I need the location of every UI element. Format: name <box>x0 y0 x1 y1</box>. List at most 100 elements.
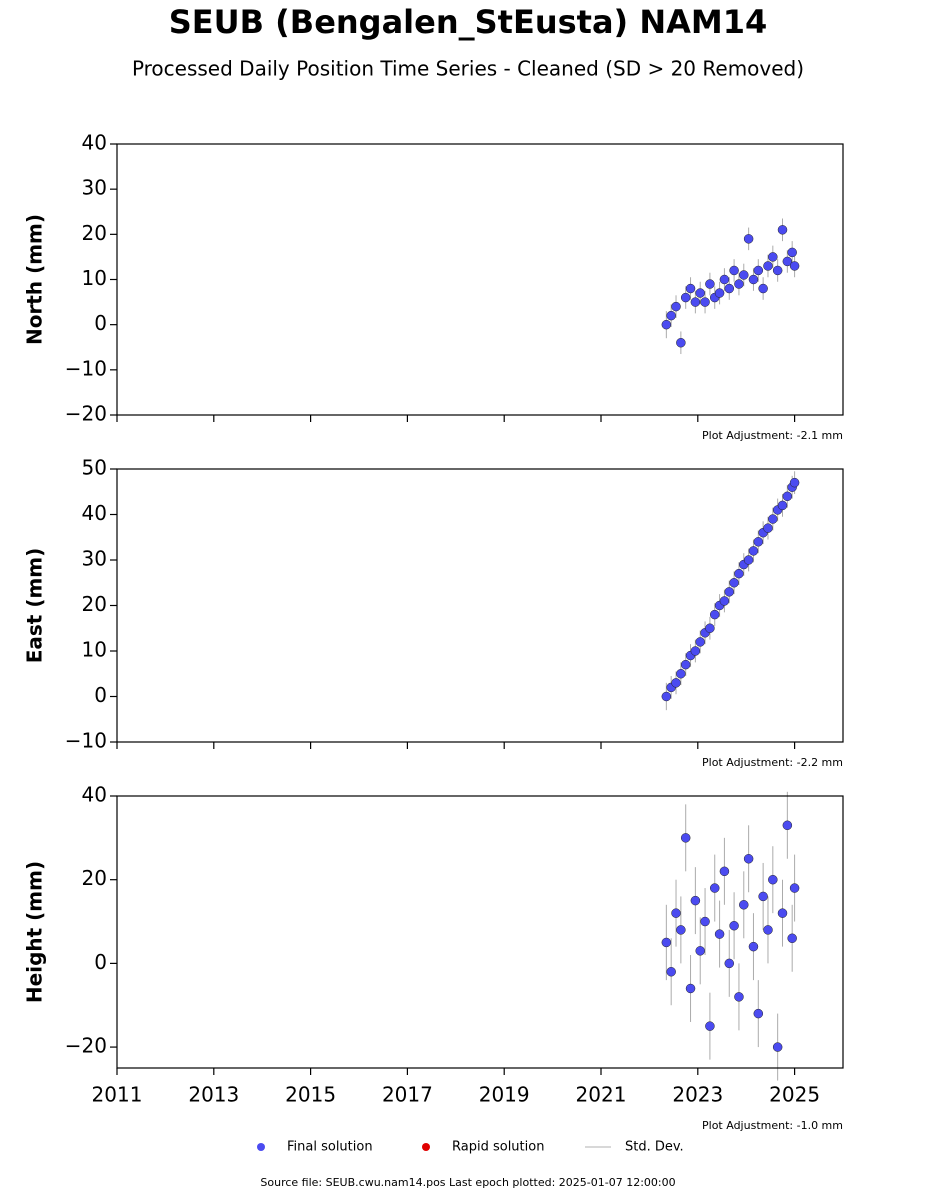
y-tick-label: −20 <box>65 402 107 426</box>
data-point <box>705 623 715 633</box>
data-point <box>700 297 710 307</box>
data-point <box>724 283 735 294</box>
data-point <box>787 933 797 944</box>
data-point <box>685 983 696 994</box>
data-point <box>676 337 686 348</box>
data-point <box>661 937 672 948</box>
data-point <box>700 916 710 927</box>
y-tick-label: 10 <box>82 638 107 662</box>
data-point <box>763 925 773 935</box>
y-axis-label: Height (mm) <box>23 861 47 1003</box>
data-point <box>705 1021 715 1031</box>
data-point <box>661 319 672 330</box>
x-tick-label: 2021 <box>576 1083 627 1107</box>
data-point <box>739 900 749 910</box>
data-point <box>763 261 773 271</box>
data-point <box>748 546 759 556</box>
data-point <box>772 265 783 276</box>
data-point <box>768 252 778 262</box>
x-tick-label: 2017 <box>382 1083 433 1107</box>
data-point <box>763 523 773 533</box>
data-point <box>782 491 793 502</box>
x-tick-label: 2019 <box>479 1083 530 1107</box>
y-axis-label: East (mm) <box>23 548 47 664</box>
y-tick-label: −10 <box>65 356 107 380</box>
data-point <box>666 967 676 977</box>
data-point <box>777 225 788 235</box>
data-point <box>748 274 759 285</box>
y-tick-label: 0 <box>94 311 107 335</box>
y-tick-label: −10 <box>65 729 107 753</box>
data-point <box>777 908 788 918</box>
data-point <box>719 596 730 606</box>
data-point <box>676 669 686 679</box>
legend-label: Std. Dev. <box>625 1140 684 1155</box>
data-point <box>743 234 754 244</box>
data-point <box>753 1008 764 1019</box>
data-point <box>729 578 739 588</box>
data-point <box>729 265 739 276</box>
data-point <box>768 874 778 885</box>
data-point <box>695 288 705 298</box>
y-axis-label: North (mm) <box>23 214 47 345</box>
data-point <box>787 247 797 258</box>
x-tick-label: 2023 <box>672 1083 723 1107</box>
data-point <box>685 283 696 294</box>
data-point <box>695 637 705 647</box>
data-point <box>753 537 764 547</box>
data-point <box>680 833 691 843</box>
plot-area <box>117 469 843 742</box>
data-point <box>758 283 768 294</box>
x-tick-label: 2015 <box>285 1083 336 1107</box>
data-point <box>789 883 800 893</box>
annotation: Plot Adjustment: -1.0 mm <box>702 1119 843 1132</box>
data-point <box>666 310 676 321</box>
data-point <box>739 270 749 280</box>
data-point <box>748 941 759 952</box>
data-point <box>758 891 768 902</box>
legend-marker <box>422 1143 430 1151</box>
x-tick-label: 2011 <box>92 1083 143 1107</box>
y-tick-label: −20 <box>65 1034 107 1058</box>
y-tick-label: 30 <box>82 176 107 200</box>
data-point <box>719 866 730 877</box>
subtitle: Processed Daily Position Time Series - C… <box>132 57 804 81</box>
y-tick-label: 20 <box>82 221 107 245</box>
y-tick-label: 40 <box>82 501 107 525</box>
legend-label: Final solution <box>287 1140 373 1155</box>
data-point <box>743 555 754 565</box>
data-point <box>729 920 739 931</box>
data-point <box>777 500 788 511</box>
data-point <box>705 279 715 289</box>
data-point <box>676 925 686 935</box>
data-point <box>724 587 735 597</box>
data-point <box>782 820 793 831</box>
data-point <box>719 274 730 285</box>
data-point <box>753 265 764 276</box>
legend-label: Rapid solution <box>452 1140 544 1155</box>
annotation: Plot Adjustment: -2.2 mm <box>702 756 843 769</box>
plot-frame <box>116 795 844 1069</box>
data-point <box>695 946 705 956</box>
data-point <box>772 1042 783 1052</box>
title: SEUB (Bengalen_StEusta) NAM14 <box>169 3 767 41</box>
data-point <box>782 256 793 267</box>
legend-marker <box>257 1143 265 1151</box>
data-point <box>709 883 720 893</box>
data-point <box>690 297 701 307</box>
data-point <box>690 895 701 906</box>
y-tick-label: 40 <box>82 783 107 807</box>
data-point <box>734 992 744 1002</box>
plot-frame <box>116 468 844 743</box>
data-point <box>743 854 754 864</box>
y-tick-label: 40 <box>82 131 107 155</box>
data-point <box>734 568 744 579</box>
data-point <box>714 288 725 298</box>
data-point <box>714 929 725 939</box>
data-point <box>671 301 681 312</box>
data-point <box>768 514 778 524</box>
annotation: Plot Adjustment: -2.1 mm <box>702 429 843 442</box>
data-point <box>734 279 744 289</box>
data-point <box>680 659 691 670</box>
